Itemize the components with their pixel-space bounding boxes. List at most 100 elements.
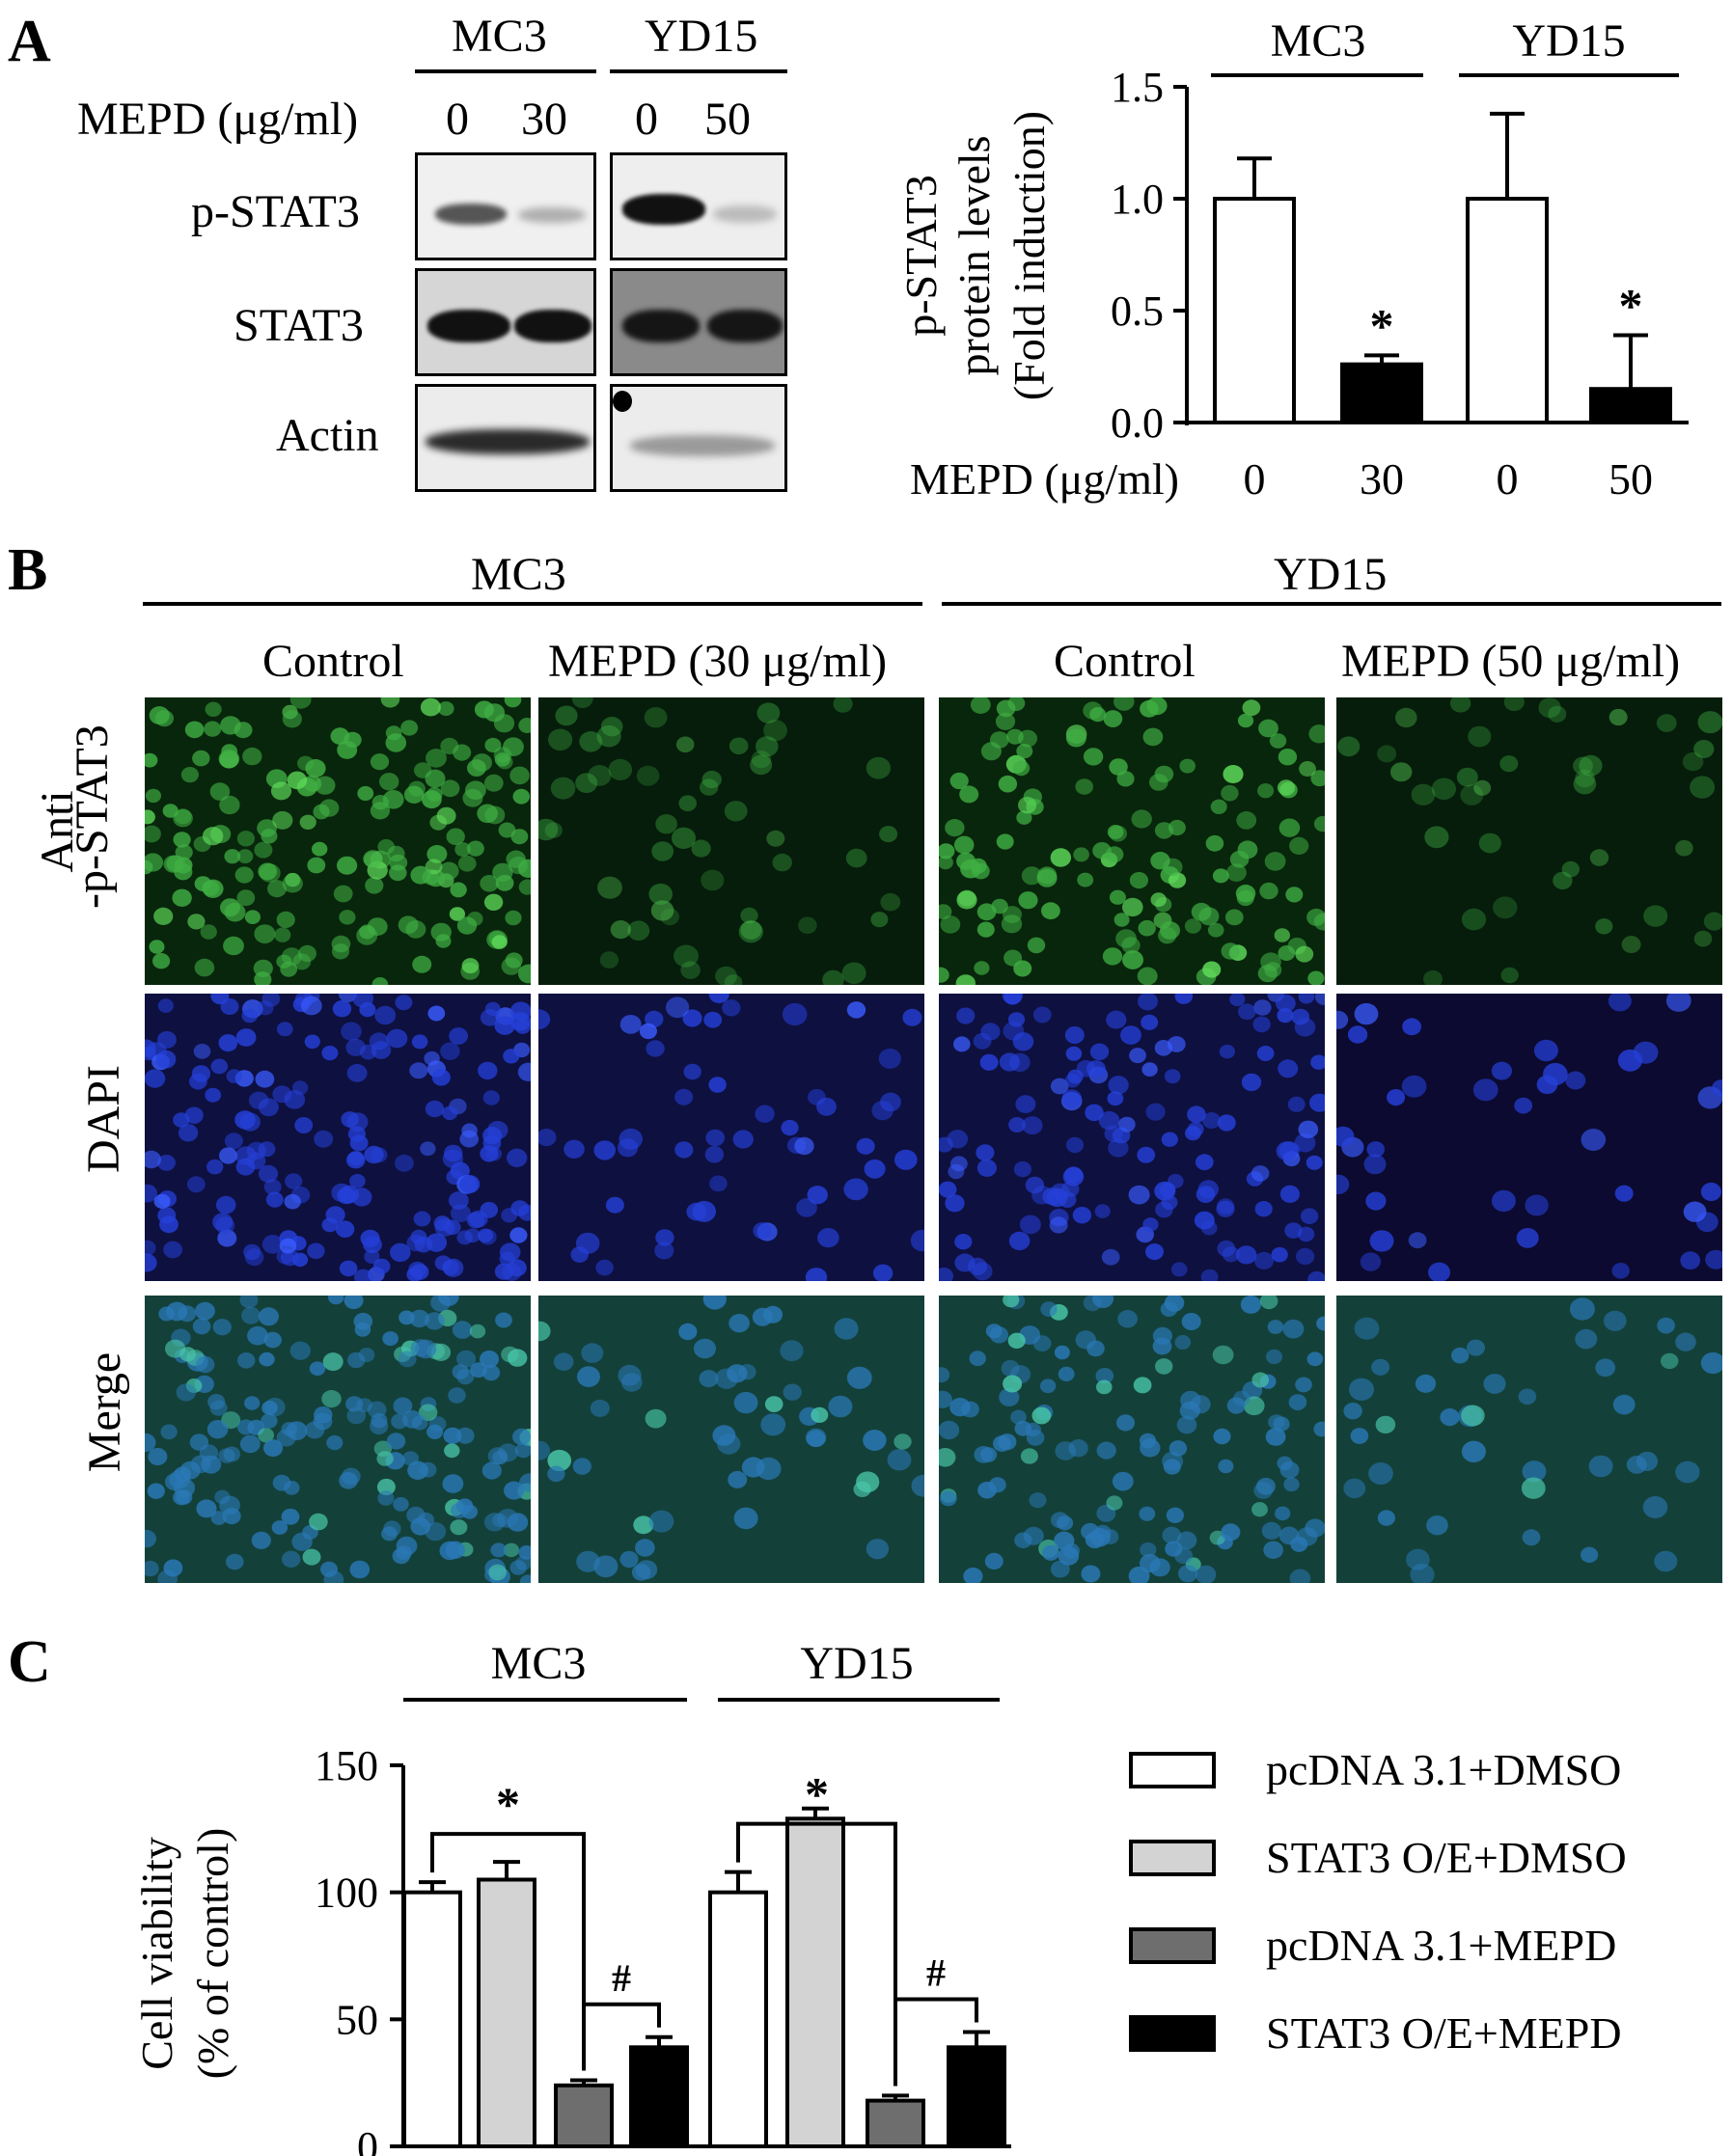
y-tick-label-1: 50 bbox=[336, 1996, 378, 2043]
micrograph-merge-2 bbox=[538, 1296, 924, 1583]
micro-group-label-yd15: YD15 bbox=[1274, 549, 1388, 600]
cell-texture bbox=[145, 697, 531, 985]
micrograph-pstat3-2 bbox=[538, 697, 924, 985]
blot-actin-yd15 bbox=[610, 384, 787, 492]
micrograph-merge-3 bbox=[939, 1296, 1325, 1583]
bar-1 bbox=[1340, 362, 1423, 424]
blot-actin-mc3 bbox=[415, 384, 596, 492]
bar-g1-s1 bbox=[785, 1816, 845, 2149]
legend-swatch-1 bbox=[1129, 1840, 1216, 1876]
blot-group-label-mc3: MC3 bbox=[452, 11, 547, 62]
bar-2 bbox=[1466, 197, 1549, 424]
cell-texture bbox=[1336, 994, 1722, 1281]
blot-group-label-yd15: YD15 bbox=[645, 11, 758, 62]
bar-g0-s1 bbox=[477, 1877, 536, 2148]
micrograph-pstat3-4 bbox=[1336, 697, 1722, 985]
bar-0 bbox=[1213, 197, 1296, 424]
bracket-symbol-3: # bbox=[926, 1951, 946, 1995]
cell-texture bbox=[939, 697, 1325, 985]
micrograph-merge-1 bbox=[145, 1296, 531, 1583]
micro-col-label-3: Control bbox=[1054, 636, 1196, 687]
cell-texture bbox=[145, 1296, 531, 1583]
legend-swatch-0 bbox=[1129, 1752, 1216, 1788]
chart-c-cell-viability: 0 50 100 150 * # * # MC3 YD15 Cell viability (% of … bbox=[132, 1638, 1627, 2156]
blot-treatment-label: MEPD (μg/ml) bbox=[77, 94, 359, 145]
blot-stat3-yd15 bbox=[610, 268, 787, 376]
micro-row-label-dapi: DAPI bbox=[78, 1065, 129, 1174]
y-tick-label-3: 1.5 bbox=[1111, 64, 1164, 111]
y-tick-label-0: 0.0 bbox=[1111, 399, 1164, 447]
panel-letter-c: C bbox=[8, 1629, 51, 1695]
micrograph-pstat3-1 bbox=[145, 697, 531, 985]
group-label-0: MC3 bbox=[1271, 15, 1366, 67]
micro-row-label-pstat3: -p-STAT3 bbox=[67, 724, 118, 909]
group-label-0: MC3 bbox=[491, 1638, 587, 1689]
cell-texture bbox=[939, 994, 1325, 1281]
cell-texture bbox=[145, 994, 531, 1281]
cell-texture bbox=[1337, 697, 1722, 985]
bracket-symbol-1: # bbox=[612, 1956, 631, 2000]
cell-texture bbox=[1343, 1297, 1722, 1583]
micrograph-dapi-3 bbox=[939, 994, 1325, 1281]
micrograph-merge-4 bbox=[1336, 1296, 1722, 1583]
x-tick-label-3: 50 bbox=[1608, 454, 1653, 504]
micrograph-dapi-1 bbox=[145, 994, 531, 1281]
group-label-1: YD15 bbox=[1512, 15, 1625, 67]
blot-row-label-stat3: STAT3 bbox=[234, 300, 364, 351]
micro-group-line-mc3 bbox=[143, 602, 922, 606]
micrograph-dapi-4 bbox=[1336, 994, 1722, 1281]
x-tick-label-1: 30 bbox=[1360, 454, 1404, 504]
bracket-symbol-2: * bbox=[805, 1767, 829, 1821]
bracket-3 bbox=[893, 1997, 978, 2087]
micro-col-label-2: MEPD (30 μg/ml) bbox=[548, 636, 888, 687]
y-tick-label-0: 0 bbox=[357, 2123, 378, 2156]
legend-label-1: STAT3 O/E+DMSO bbox=[1266, 1833, 1627, 1882]
micrograph-pstat3-3 bbox=[939, 697, 1325, 985]
cell-texture bbox=[538, 994, 924, 1281]
blot-row-label-actin: Actin bbox=[276, 410, 379, 461]
y-axis-label-1: (% of control) bbox=[188, 1828, 237, 2080]
bar-g0-s3 bbox=[629, 2045, 689, 2148]
panel-letter-b: B bbox=[8, 537, 48, 603]
micro-col-label-1: Control bbox=[262, 636, 404, 687]
y-tick-label-1: 0.5 bbox=[1111, 287, 1164, 335]
blot-group-line-mc3 bbox=[415, 69, 596, 73]
legend-label-3: STAT3 O/E+MEPD bbox=[1266, 2008, 1622, 2058]
blot-pstat3-mc3 bbox=[415, 152, 596, 260]
group-label-1: YD15 bbox=[800, 1638, 913, 1689]
cell-texture bbox=[538, 1296, 924, 1581]
blot-pstat3-yd15 bbox=[610, 152, 787, 260]
blot-dose-2: 30 bbox=[521, 94, 567, 145]
legend-swatch-2 bbox=[1129, 1927, 1216, 1964]
bar-g0-s2 bbox=[554, 2083, 614, 2148]
significance-3: * bbox=[1619, 279, 1643, 333]
micro-col-label-4: MEPD (50 μg/ml) bbox=[1341, 636, 1681, 687]
panel-letter-a: A bbox=[8, 9, 51, 74]
x-tick-label-2: 0 bbox=[1497, 454, 1519, 504]
bar-g1-s3 bbox=[947, 2045, 1006, 2148]
y-tick-label-2: 1.0 bbox=[1111, 176, 1164, 223]
legend-label-2: pcDNA 3.1+MEPD bbox=[1266, 1921, 1616, 1970]
bar-g1-s0 bbox=[708, 1890, 768, 2148]
legend-swatch-3 bbox=[1129, 2015, 1216, 2052]
y-tick-label-3: 150 bbox=[315, 1742, 378, 1789]
blot-stat3-mc3 bbox=[415, 268, 596, 376]
micro-group-line-yd15 bbox=[942, 602, 1721, 606]
bracket-0 bbox=[430, 1832, 586, 2071]
bar-g0-s0 bbox=[402, 1890, 462, 2148]
y-axis-label-2: (Fold induction) bbox=[1004, 111, 1054, 400]
legend-label-0: pcDNA 3.1+DMSO bbox=[1266, 1745, 1621, 1794]
y-tick-label-2: 100 bbox=[315, 1869, 378, 1917]
cell-texture bbox=[538, 697, 901, 985]
y-axis-label-0: p-STAT3 bbox=[896, 175, 946, 337]
x-axis-label: MEPD (μg/ml) bbox=[910, 454, 1179, 504]
blot-row-label-pstat3: p-STAT3 bbox=[191, 186, 360, 237]
micrograph-dapi-2 bbox=[538, 994, 924, 1281]
bar-g1-s2 bbox=[866, 2098, 925, 2149]
micro-row-label-merge: Merge bbox=[79, 1351, 130, 1473]
blot-dose-3: 0 bbox=[635, 94, 658, 145]
y-axis-label-1: protein levels bbox=[949, 135, 999, 375]
blot-dose-1: 0 bbox=[446, 94, 469, 145]
x-tick-label-0: 0 bbox=[1244, 454, 1266, 504]
micro-group-label-mc3: MC3 bbox=[471, 549, 566, 600]
